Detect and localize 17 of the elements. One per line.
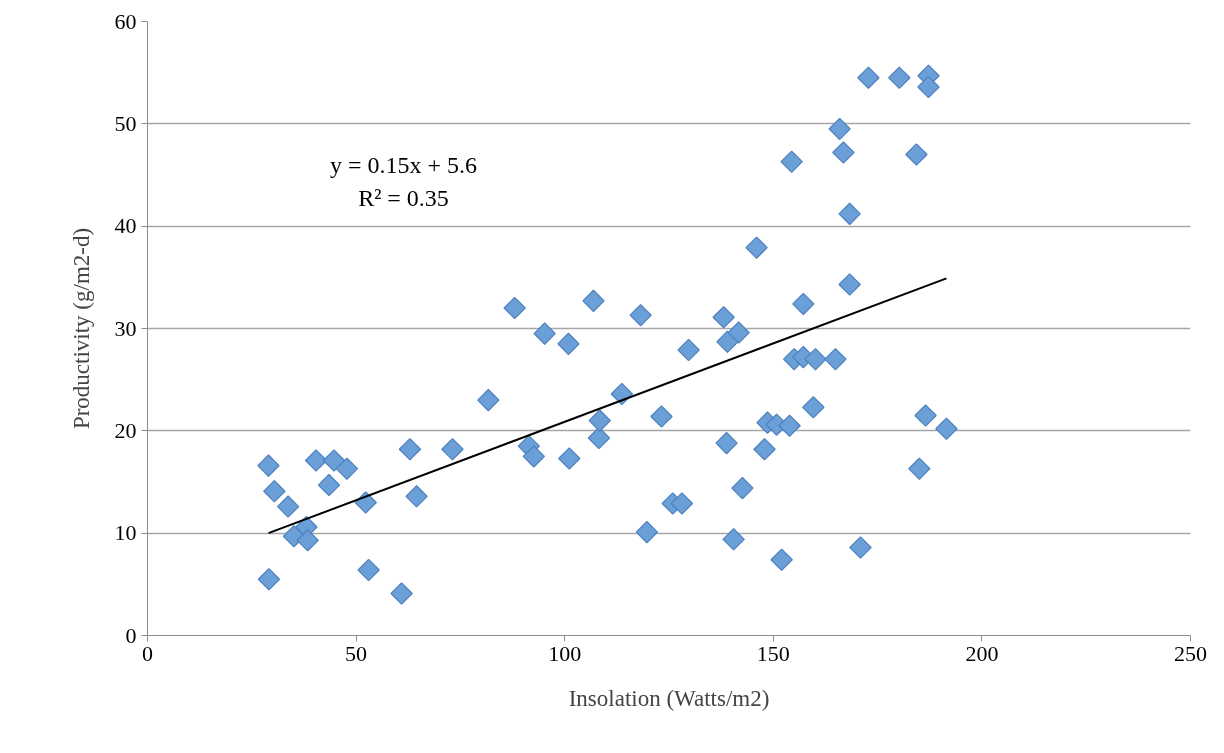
x-tick-label: 0	[142, 640, 153, 666]
x-tick-label: 100	[548, 640, 582, 666]
y-tick-label: 40	[114, 213, 137, 239]
y-tick-label: 10	[114, 520, 137, 546]
x-axis-title: Insolation (Watts/m2)	[568, 685, 770, 711]
y-tick-label: 50	[114, 110, 137, 136]
annotation: y = 0.15x + 5.6	[329, 151, 478, 178]
y-tick-label: 30	[114, 315, 137, 341]
x-tick-label: 200	[965, 640, 999, 666]
y-tick-label: 60	[114, 8, 137, 34]
x-tick-label: 50	[345, 640, 368, 666]
y-tick-label: 0	[125, 622, 137, 648]
annotation: R² = 0.35	[358, 184, 449, 211]
y-tick-label: 20	[114, 417, 137, 443]
x-tick-label: 250	[1174, 640, 1207, 666]
x-tick-label: 150	[756, 640, 790, 666]
y-axis-title: Productivity (g/m2-d)	[68, 227, 94, 430]
